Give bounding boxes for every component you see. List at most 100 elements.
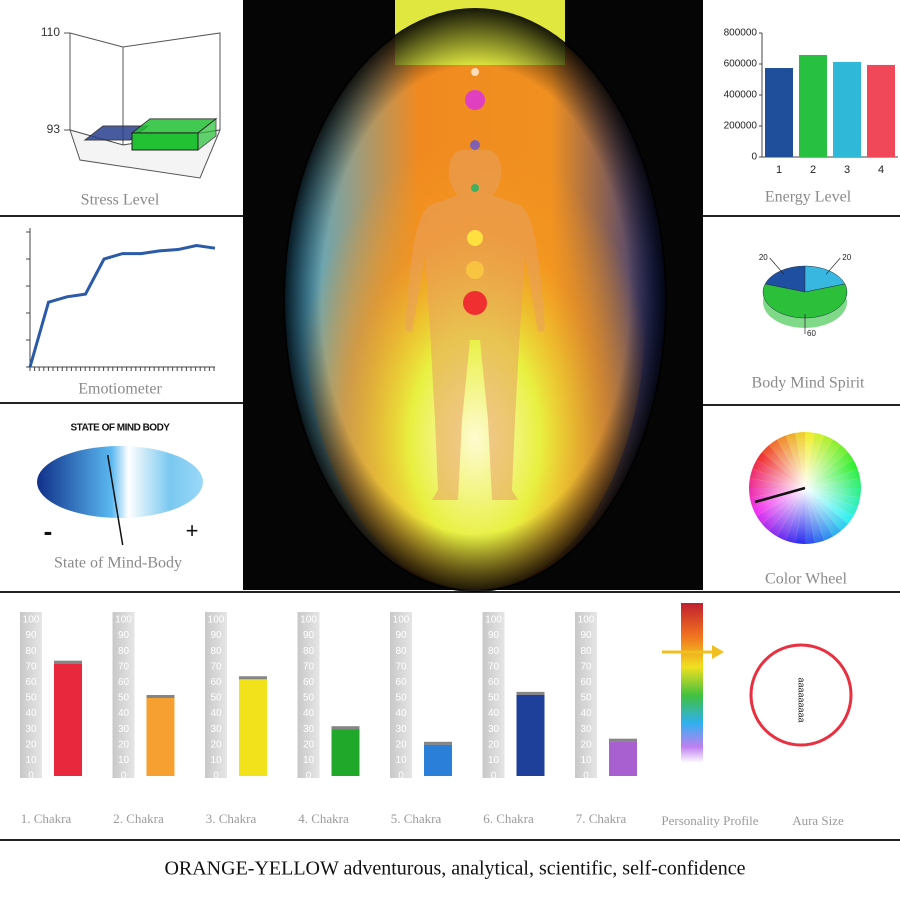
bar xyxy=(239,676,267,776)
x-tick-label: 2 xyxy=(810,164,816,176)
y-tick-label: 100 xyxy=(393,615,410,626)
y-tick-label: 80 xyxy=(210,646,222,657)
y-tick-label: 800000 xyxy=(724,28,758,39)
y-tick-label: 20 xyxy=(210,739,222,750)
y-tick-label: 70 xyxy=(395,661,407,672)
x-tick-label: 5. Chakra xyxy=(391,811,442,826)
bar-top xyxy=(516,691,545,695)
bar-side xyxy=(197,117,217,152)
y-tick-label: 40 xyxy=(210,708,222,719)
x-tick-label: 4 xyxy=(878,164,884,176)
max-label: + xyxy=(186,518,199,543)
bar-body xyxy=(609,741,637,776)
y-tick-label: 10 xyxy=(25,755,37,766)
line xyxy=(28,243,216,368)
y-tick-label: 60 xyxy=(118,677,130,688)
bar-body xyxy=(331,729,360,776)
leader xyxy=(769,257,785,275)
y-tick-label: 40 xyxy=(488,708,500,719)
y-tick-label: 30 xyxy=(25,724,37,735)
y-tick-label: 400000 xyxy=(724,90,758,101)
y-tick-label: 90 xyxy=(488,630,500,641)
x-tick-label: 6. Chakra xyxy=(483,811,534,826)
y-tick-label: 50 xyxy=(210,693,222,704)
bar-body xyxy=(146,698,175,776)
y-tick-label: 80 xyxy=(118,646,130,657)
y-tick-label: 60 xyxy=(303,677,315,688)
y-tick-label: 100 xyxy=(485,615,502,626)
bar-top xyxy=(424,741,452,745)
y-tick-label: 90 xyxy=(580,630,592,641)
bar xyxy=(765,68,793,157)
y-tick-label: 40 xyxy=(303,708,315,719)
color-wheel-title: Color Wheel xyxy=(765,571,847,588)
scale-column xyxy=(390,612,412,778)
y-tick-label: 30 xyxy=(580,724,592,735)
y-tick-label: 80 xyxy=(488,646,500,657)
y-tick-label: 0 xyxy=(28,771,34,782)
gauge-body xyxy=(37,446,203,518)
y-tick-label: 90 xyxy=(210,630,222,641)
y-tick-label: 93 xyxy=(47,122,61,136)
scale-column xyxy=(482,612,505,778)
y-tick-label: 50 xyxy=(395,693,407,704)
scale-column xyxy=(112,612,135,778)
y-tick-label: 80 xyxy=(395,646,407,657)
y-tick-label: 30 xyxy=(488,724,500,735)
min-label: - xyxy=(44,516,53,546)
y-tick-label: 30 xyxy=(303,724,315,735)
bar xyxy=(54,660,82,776)
y-tick-label: 30 xyxy=(118,724,130,735)
x-tick-label: 4. Chakra xyxy=(298,811,349,826)
bar-top xyxy=(54,660,82,664)
y-tick-label: 90 xyxy=(303,630,315,641)
y-tick-label: 100 xyxy=(23,615,40,626)
bar-body xyxy=(516,694,545,776)
x-tick-label: 3 xyxy=(844,164,850,176)
chart-title: State of Mind-Body xyxy=(54,555,182,572)
y-tick-label: 100 xyxy=(115,615,132,626)
caption: ORANGE-YELLOW adventurous, analytical, s… xyxy=(164,858,745,880)
scale-column xyxy=(20,612,42,778)
y-tick-label: 60 xyxy=(395,677,407,688)
bar xyxy=(516,691,545,776)
y-tick-label: 70 xyxy=(210,661,222,672)
y-tick-label: 10 xyxy=(580,755,592,766)
y-tick-label: 10 xyxy=(488,755,500,766)
aura-size-circle xyxy=(749,643,853,747)
y-tick-label: 30 xyxy=(395,724,407,735)
y-tick-label: 50 xyxy=(25,693,37,704)
y-tick-label: 100 xyxy=(300,615,317,626)
x-tick-label: 3. Chakra xyxy=(206,811,257,826)
y-tick-label: 60 xyxy=(25,677,37,688)
y-tick-label: 40 xyxy=(580,708,592,719)
bar xyxy=(424,741,452,776)
bar-top xyxy=(609,738,637,742)
scale-column xyxy=(575,612,597,778)
y-tick-label: 20 xyxy=(25,739,37,750)
y-tick-label: 60 xyxy=(210,677,222,688)
bar-body xyxy=(424,744,452,776)
y-tick-label: 90 xyxy=(395,630,407,641)
y-tick-label: 10 xyxy=(118,755,130,766)
gauge-title: STATE OF MIND BODY xyxy=(71,423,171,434)
y-tick-label: 10 xyxy=(210,755,222,766)
data-label: 60 xyxy=(807,329,816,338)
aura-size-label: Aura Size xyxy=(792,813,844,828)
bar-front xyxy=(131,132,199,151)
y-tick-label: 0 xyxy=(751,152,757,163)
slice xyxy=(762,283,848,328)
y-tick-label: 30 xyxy=(210,724,222,735)
y-tick-label: 50 xyxy=(580,693,592,704)
slice-top xyxy=(764,265,806,293)
y-tick-label: 50 xyxy=(488,693,500,704)
y-tick-label: 70 xyxy=(303,661,315,672)
y-tick-label: 20 xyxy=(395,739,407,750)
y-tick-label: 0 xyxy=(491,771,497,782)
y-tick-label: 20 xyxy=(118,739,130,750)
bar-body xyxy=(54,663,82,776)
bar xyxy=(833,61,861,157)
personality-profile xyxy=(662,603,724,763)
y-tick-label: 40 xyxy=(25,708,37,719)
